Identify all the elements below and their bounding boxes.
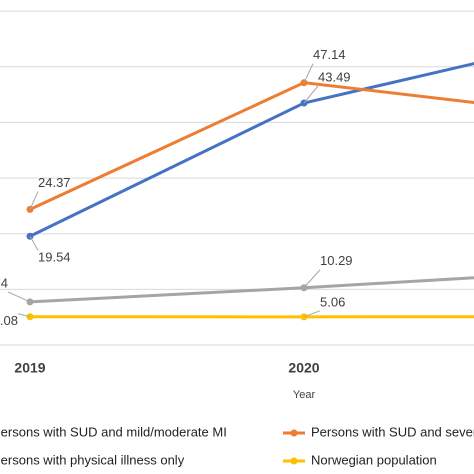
- data-label: 19.54: [38, 250, 71, 265]
- x-tick-label: 2020: [288, 360, 319, 376]
- legend-marker: [290, 429, 298, 437]
- data-label: 10.29: [320, 253, 353, 268]
- leader-line: [7, 291, 31, 303]
- leader-line: [303, 63, 314, 83]
- legend-marker: [290, 457, 298, 465]
- data-label: 5.08: [0, 313, 18, 328]
- leader-line: [17, 313, 31, 318]
- leader-line: [29, 191, 39, 210]
- data-label: 47.14: [313, 47, 346, 62]
- leader-line: [29, 236, 39, 251]
- series-line: [29, 81, 474, 211]
- leader-line: [303, 269, 321, 289]
- data-label: 7.74: [0, 275, 8, 290]
- x-tick-label: 2019: [14, 360, 45, 376]
- leader-line: [303, 310, 321, 318]
- x-axis-label: Year: [293, 389, 316, 401]
- legend-label: Persons with SUD and severe MI: [311, 424, 474, 439]
- series-line: [29, 276, 474, 304]
- data-label: 24.37: [38, 175, 71, 190]
- data-label: 43.49: [318, 69, 351, 84]
- legend-label: Persons with SUD and mild/moderate MI: [0, 424, 227, 439]
- leader-line: [303, 85, 319, 104]
- legend-label: Persons with physical illness only: [0, 452, 185, 467]
- legend-label: Norwegian population: [311, 452, 437, 467]
- series-line: [29, 62, 474, 238]
- data-label: 5.06: [320, 294, 345, 309]
